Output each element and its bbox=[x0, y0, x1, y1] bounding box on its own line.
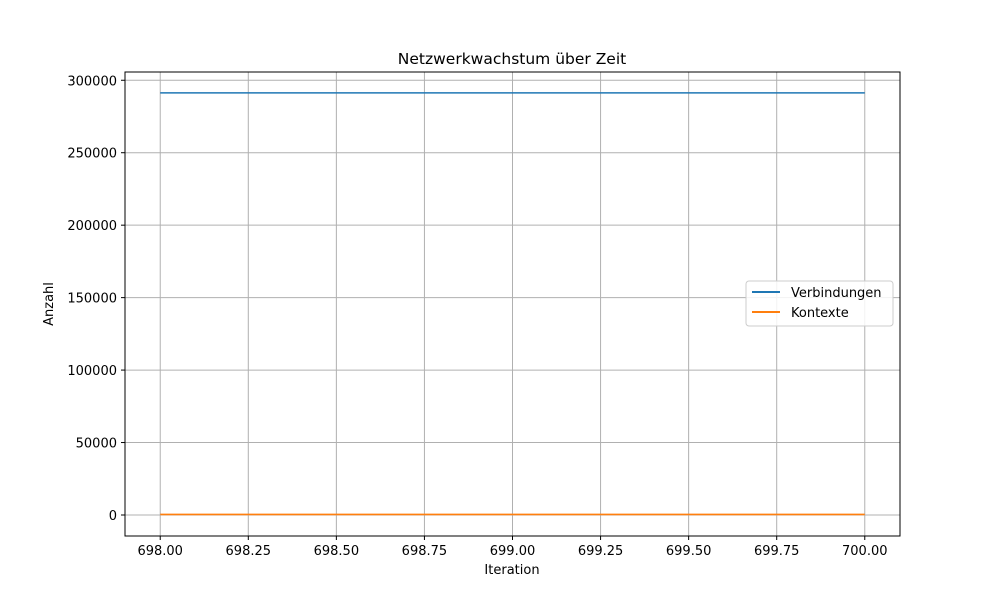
y-tick-label: 200000 bbox=[67, 219, 117, 234]
y-tick-label: 300000 bbox=[67, 74, 117, 89]
x-tick-label: 698.50 bbox=[314, 544, 360, 559]
chart-title: Netzwerkwachstum über Zeit bbox=[398, 50, 626, 68]
x-tick-label: 699.25 bbox=[578, 544, 624, 559]
y-tick-label: 250000 bbox=[67, 147, 117, 162]
series-lines bbox=[160, 92, 865, 516]
x-tick-label: 699.00 bbox=[490, 544, 536, 559]
axis-ticks: 698.00 698.25 698.50 698.75 699.00 699.25 699.… bbox=[67, 74, 887, 559]
y-tick-label: 50000 bbox=[76, 437, 117, 452]
legend: Verbindungen Kontexte bbox=[745, 280, 894, 327]
y-tick-label: 150000 bbox=[67, 292, 117, 307]
legend-label-verbindungen: Verbindungen bbox=[791, 286, 882, 301]
x-axis-label: Iteration bbox=[484, 563, 539, 578]
y-tick-label: 0 bbox=[109, 509, 117, 524]
x-tick-label: 699.75 bbox=[754, 544, 800, 559]
legend-label-kontexte: Kontexte bbox=[791, 306, 849, 321]
x-tick-label: 699.50 bbox=[666, 544, 712, 559]
x-tick-label: 698.75 bbox=[402, 544, 448, 559]
legend-box bbox=[745, 280, 894, 327]
y-axis-label: Anzahl bbox=[42, 282, 57, 326]
y-tick-label: 100000 bbox=[67, 364, 117, 379]
x-tick-label: 698.25 bbox=[226, 544, 272, 559]
x-tick-label: 698.00 bbox=[137, 544, 183, 559]
x-tick-label: 700.00 bbox=[842, 544, 888, 559]
